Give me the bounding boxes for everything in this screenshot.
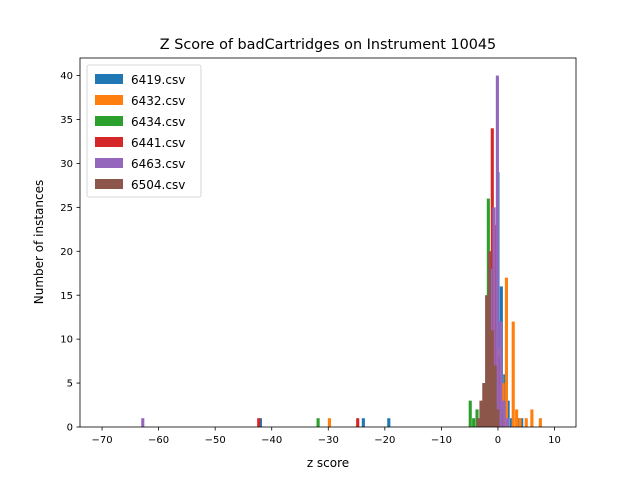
y-tick-label-0: 0 — [67, 423, 73, 434]
bar-6504-csv-7 — [496, 409, 500, 427]
bar-6504-csv-1 — [479, 400, 483, 427]
y-tick-label-5: 25 — [60, 203, 73, 214]
x-tick-label-2: −50 — [205, 435, 226, 446]
x-tick-label-0: −70 — [92, 435, 113, 446]
bar-6432-csv-8 — [518, 418, 522, 427]
legend-swatch-0 — [95, 74, 123, 84]
bar-6432-csv-9 — [524, 418, 528, 427]
bar-6432-csv-11 — [538, 418, 542, 427]
bar-6441-csv-1 — [356, 418, 360, 427]
bar-6504-csv-5 — [490, 330, 494, 427]
legend-swatch-4 — [95, 158, 123, 168]
legend: 6419.csv 6432.csv 6434.csv 6441.csv 6463.csv… — [86, 64, 202, 198]
bar-6432-csv-7 — [515, 409, 519, 427]
bar-6434-csv-0 — [316, 418, 320, 427]
bar-6463-csv-8 — [506, 418, 510, 427]
x-tick-label-3: −40 — [261, 435, 282, 446]
legend-swatch-2 — [95, 116, 123, 126]
y-tick-label-6: 30 — [60, 159, 73, 170]
bar-6463-csv-7 — [502, 400, 506, 427]
bar-6432-csv-6 — [511, 321, 515, 427]
legend-label-2: 6434.csv — [131, 115, 185, 129]
x-tick-label-1: −60 — [148, 435, 169, 446]
bar-6463-csv-4 — [492, 207, 496, 427]
bar-6419-csv-13 — [520, 418, 524, 427]
bar-6504-csv-6 — [493, 365, 497, 427]
legend-swatch-5 — [95, 179, 123, 189]
x-tick-label-5: −20 — [374, 435, 395, 446]
x-tick-label-7: 0 — [495, 435, 501, 446]
y-axis-label: Number of instances — [32, 180, 46, 305]
bar-6504-csv-2 — [482, 383, 486, 427]
y-tick-label-7: 35 — [60, 115, 73, 126]
y-tick-label-8: 40 — [60, 71, 73, 82]
bar-6504-csv-3 — [485, 295, 489, 427]
chart-title: Z Score of badCartridges on Instrument 1… — [160, 37, 496, 53]
y-tick-label-2: 10 — [60, 335, 73, 346]
bar-6504-csv-0 — [476, 418, 480, 427]
x-tick-label-8: 10 — [548, 435, 561, 446]
x-axis-label: z score — [307, 456, 349, 470]
bar-6463-csv-0 — [141, 418, 145, 427]
histogram-bars — [141, 75, 542, 428]
legend-label-1: 6432.csv — [131, 94, 185, 108]
axes: −70 −60 −50 −40 −30 −20 −10 0 10 0 5 10 15 20 25 30 35 40 — [60, 57, 577, 446]
bar-6441-csv-0 — [257, 418, 261, 427]
bar-6441-csv-4 — [490, 128, 494, 428]
x-tick-label-6: −10 — [431, 435, 452, 446]
bar-6463-csv-5 — [495, 75, 499, 427]
bar-6434-csv-2 — [472, 418, 476, 427]
legend-swatch-3 — [95, 137, 123, 147]
bar-6419-csv-12 — [516, 418, 520, 427]
y-tick-label-1: 5 — [67, 379, 73, 390]
bar-6419-csv-10 — [506, 400, 510, 427]
legend-label-3: 6441.csv — [131, 136, 185, 150]
bar-6504-csv-4 — [487, 251, 492, 427]
legend-label-4: 6463.csv — [131, 157, 185, 171]
bar-6463-csv-6 — [499, 321, 503, 427]
y-tick-label-4: 20 — [60, 247, 73, 258]
y-tick-label-3: 15 — [60, 291, 73, 302]
bar-6432-csv-10 — [530, 409, 534, 427]
bar-6434-csv-1 — [468, 400, 472, 427]
x-tick-label-4: −30 — [318, 435, 339, 446]
legend-label-5: 6504.csv — [131, 178, 185, 192]
bar-6419-csv-1 — [361, 418, 365, 427]
bar-6432-csv-5 — [504, 277, 508, 427]
bar-6419-csv-0 — [258, 418, 262, 427]
legend-swatch-1 — [95, 95, 123, 105]
legend-label-0: 6419.csv — [131, 73, 185, 87]
bar-6419-csv-11 — [509, 418, 514, 427]
bar-6419-csv-2 — [387, 418, 391, 427]
bar-6432-csv-0 — [327, 418, 331, 427]
